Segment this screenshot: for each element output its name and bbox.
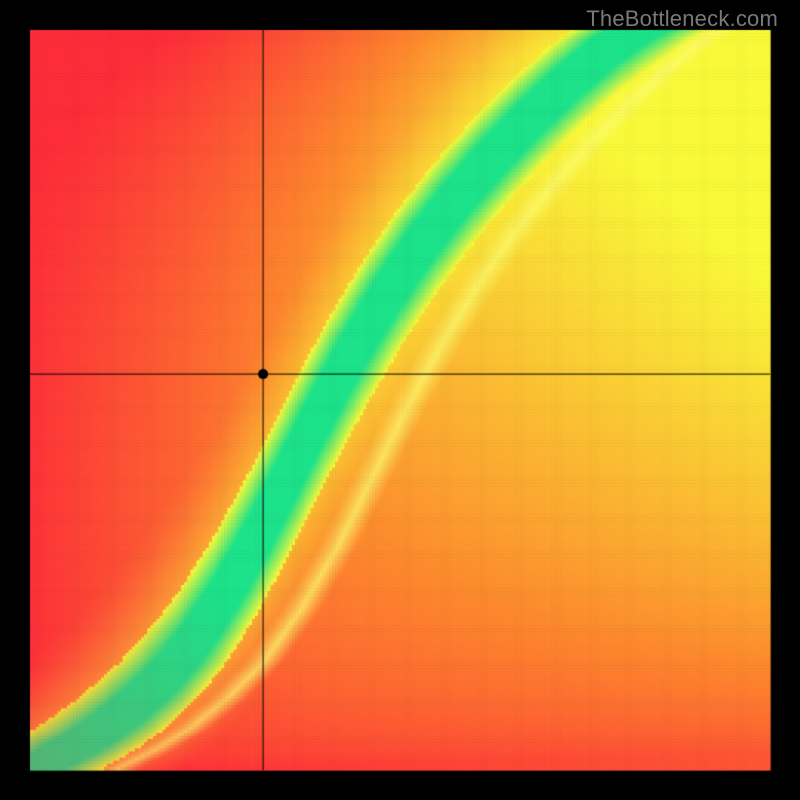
heatmap-canvas bbox=[0, 0, 800, 800]
watermark-text: TheBottleneck.com bbox=[586, 6, 778, 32]
